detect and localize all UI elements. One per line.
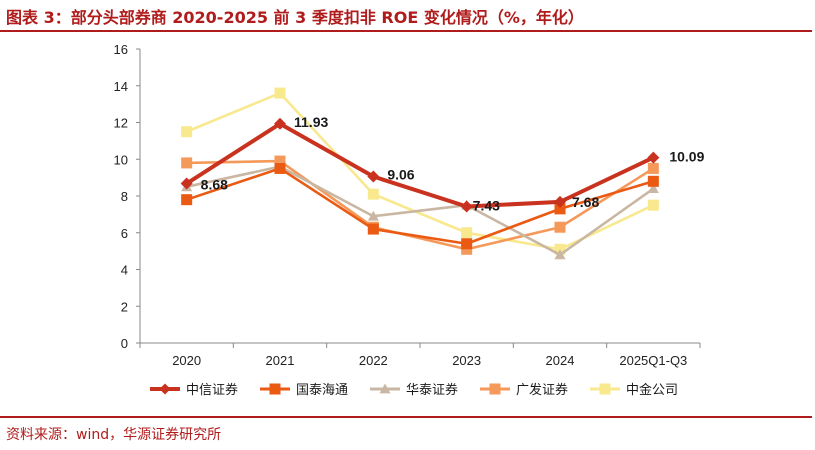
series-line (186, 159, 655, 251)
y-tick-label: 10 (114, 152, 128, 167)
series-line (186, 165, 655, 257)
legend-item-3: 华泰证券 (370, 382, 458, 397)
data-point (274, 87, 286, 99)
data-point (274, 162, 286, 174)
series-5 (181, 87, 659, 255)
data-label: 9.06 (387, 167, 414, 183)
x-tick-label: 2025Q1-Q3 (619, 353, 687, 368)
legend-marker (379, 383, 391, 394)
title-rule (0, 30, 812, 32)
y-tick-label: 16 (114, 42, 128, 57)
legend-label: 中信证券 (186, 382, 238, 397)
x-tick-label: 2023 (452, 353, 481, 368)
source-note: 资料来源：wind，华源证券研究所 (6, 427, 222, 443)
data-point (554, 249, 566, 260)
x-tick-label: 2020 (172, 353, 201, 368)
legend-marker (159, 383, 171, 395)
data-point (181, 194, 193, 206)
data-point (274, 117, 286, 130)
legend-item-5: 中金公司 (590, 382, 678, 397)
data-label: 7.68 (572, 194, 599, 210)
data-point (647, 199, 659, 211)
legend-marker (489, 383, 501, 395)
series-line (186, 91, 654, 251)
x-tick-label: 2021 (266, 353, 295, 368)
series-line (185, 121, 655, 209)
data-point (367, 188, 379, 200)
legend-label: 广发证券 (516, 382, 568, 397)
data-point (461, 243, 473, 255)
y-tick-label: 2 (121, 299, 128, 314)
data-point (181, 126, 193, 138)
y-tick-label: 8 (121, 189, 128, 204)
data-point (554, 203, 566, 215)
data-point (647, 183, 659, 194)
y-tick-label: 14 (114, 79, 128, 94)
data-point (461, 227, 473, 239)
chart-series (180, 87, 660, 260)
data-point (647, 162, 659, 174)
y-tick-label: 4 (121, 263, 128, 278)
data-point (367, 170, 380, 183)
data-point (274, 155, 286, 167)
data-label: 8.68 (201, 177, 228, 193)
chart-data-labels: 8.68 11.93 9.06 7.43 7.68 10.09 (201, 114, 705, 214)
data-label: 7.43 (473, 197, 500, 213)
y-tick-label: 6 (121, 226, 128, 241)
data-point (554, 195, 566, 208)
series-1 (180, 117, 660, 213)
legend-marker (269, 383, 281, 395)
y-tick-label: 0 (121, 336, 128, 351)
data-point (647, 175, 659, 187)
chart-axes: 0 2 4 6 8 10 12 14 16 2020 2021 2022 2023 2024 2025Q1-… (114, 42, 701, 368)
data-point (180, 177, 193, 190)
legend-label: 国泰海通 (296, 382, 348, 397)
data-point (647, 151, 660, 164)
legend-label: 中金公司 (626, 382, 678, 397)
legend-item-2: 国泰海通 (260, 382, 348, 397)
page-title: 图表 3：部分头部券商 2020-2025 前 3 季度扣非 ROE 变化情况（… (6, 8, 584, 27)
roe-line-chart: 0 2 4 6 8 10 12 14 16 2020 2021 2022 2023 2024 2025Q1-… (114, 42, 705, 397)
x-tick-label: 2022 (359, 353, 388, 368)
source-rule (0, 416, 812, 418)
legend-item-1: 中信证券 (150, 382, 238, 397)
legend-label: 华泰证券 (406, 382, 458, 397)
data-point (181, 157, 193, 169)
data-point (460, 200, 473, 213)
series-2 (181, 162, 659, 250)
legend-marker (599, 383, 611, 395)
y-tick-label: 12 (114, 116, 128, 131)
x-tick-label: 2024 (546, 353, 575, 368)
data-point (367, 210, 379, 221)
data-point (461, 238, 473, 250)
data-point (554, 243, 566, 255)
data-label: 11.93 (294, 114, 328, 130)
data-point (367, 223, 379, 235)
data-label: 10.09 (669, 149, 704, 165)
chart-legend: 中信证券 国泰海通 华泰证券 广发证券 中金公司 (150, 382, 678, 397)
legend-item-4: 广发证券 (480, 382, 568, 397)
data-point (554, 221, 566, 233)
series-line (186, 167, 654, 246)
